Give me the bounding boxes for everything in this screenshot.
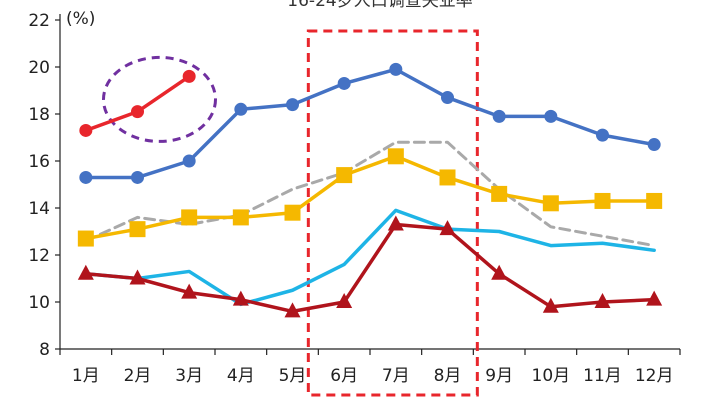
- data-point: [387, 215, 404, 231]
- series-line: [84, 208, 656, 307]
- data-point: [286, 98, 299, 112]
- x-tick-label: 12月: [635, 366, 674, 386]
- series-1: [79, 62, 661, 184]
- x-tick-label: 7月: [382, 366, 410, 386]
- data-point: [79, 123, 93, 137]
- data-point: [492, 109, 506, 123]
- data-point: [491, 264, 508, 280]
- x-tick-label: 4月: [227, 366, 255, 386]
- data-point: [646, 192, 663, 209]
- data-point: [129, 269, 146, 285]
- data-point: [542, 297, 559, 313]
- data-point: [131, 170, 144, 184]
- dashed-ellipse-highlight: [102, 55, 217, 143]
- data-point: [647, 138, 661, 152]
- data-point: [542, 195, 559, 212]
- data-point: [387, 148, 404, 165]
- data-point: [336, 167, 353, 184]
- data-point: [337, 76, 351, 90]
- series-4: [84, 208, 656, 307]
- y-tick-label: 18: [28, 105, 50, 125]
- x-tick-label: 1月: [72, 366, 100, 386]
- y-tick-label: 16: [28, 152, 50, 172]
- series-line: [84, 67, 656, 180]
- data-point: [594, 192, 611, 209]
- x-tick-label: 8月: [434, 366, 462, 386]
- series-2: [84, 140, 656, 248]
- data-point: [131, 105, 144, 119]
- series-line: [84, 140, 656, 248]
- x-tick-label: 6月: [330, 366, 358, 386]
- y-tick-label: 12: [28, 246, 50, 266]
- y-tick-label: 8: [39, 340, 50, 360]
- data-point: [439, 169, 456, 186]
- data-point: [441, 91, 454, 105]
- data-point: [181, 209, 198, 226]
- y-tick-label: 20: [28, 58, 50, 78]
- series-line: [84, 154, 656, 241]
- dashed-highlight-box: [306, 29, 479, 397]
- x-tick-label: 9月: [485, 366, 513, 386]
- x-tick-label: 11月: [583, 366, 622, 386]
- data-point: [77, 230, 94, 247]
- annotations: [102, 29, 479, 397]
- y-tick-label: 14: [28, 199, 50, 219]
- series-layer: [77, 62, 663, 318]
- x-tick-label: 10月: [532, 366, 571, 386]
- data-point: [284, 204, 301, 221]
- x-tick-label: 2月: [124, 366, 152, 386]
- series-line: [84, 74, 191, 133]
- data-point: [389, 62, 403, 76]
- y-unit-label: (%): [66, 9, 95, 29]
- data-point: [491, 185, 508, 202]
- data-point: [232, 290, 249, 306]
- data-point: [646, 290, 663, 306]
- data-point: [234, 102, 248, 116]
- data-point: [129, 221, 146, 238]
- data-point: [594, 293, 611, 308]
- data-point: [79, 170, 93, 184]
- data-point: [182, 154, 196, 168]
- data-point: [596, 128, 609, 142]
- data-point: [439, 220, 456, 236]
- series-5: [77, 215, 663, 318]
- data-point: [232, 209, 249, 226]
- data-point: [77, 264, 94, 280]
- series-0: [79, 69, 196, 137]
- data-point: [284, 302, 301, 318]
- data-point: [336, 293, 353, 308]
- series-line: [84, 222, 656, 314]
- x-tick-label: 5月: [279, 366, 307, 386]
- data-point: [181, 283, 198, 299]
- y-tick-label: 22: [28, 11, 50, 31]
- data-point: [544, 109, 558, 123]
- axes: 8 10 12 14 16 18 20 22 1月 2月 3月 4月 5月 6月 7月 8月 9月 10月 11月 1…: [28, 11, 681, 386]
- chart-title: 16-24岁人口调查失业率: [287, 0, 472, 11]
- y-tick-label: 10: [28, 293, 50, 313]
- data-point: [182, 69, 196, 83]
- x-tick-label: 3月: [175, 366, 203, 386]
- series-3: [77, 148, 663, 247]
